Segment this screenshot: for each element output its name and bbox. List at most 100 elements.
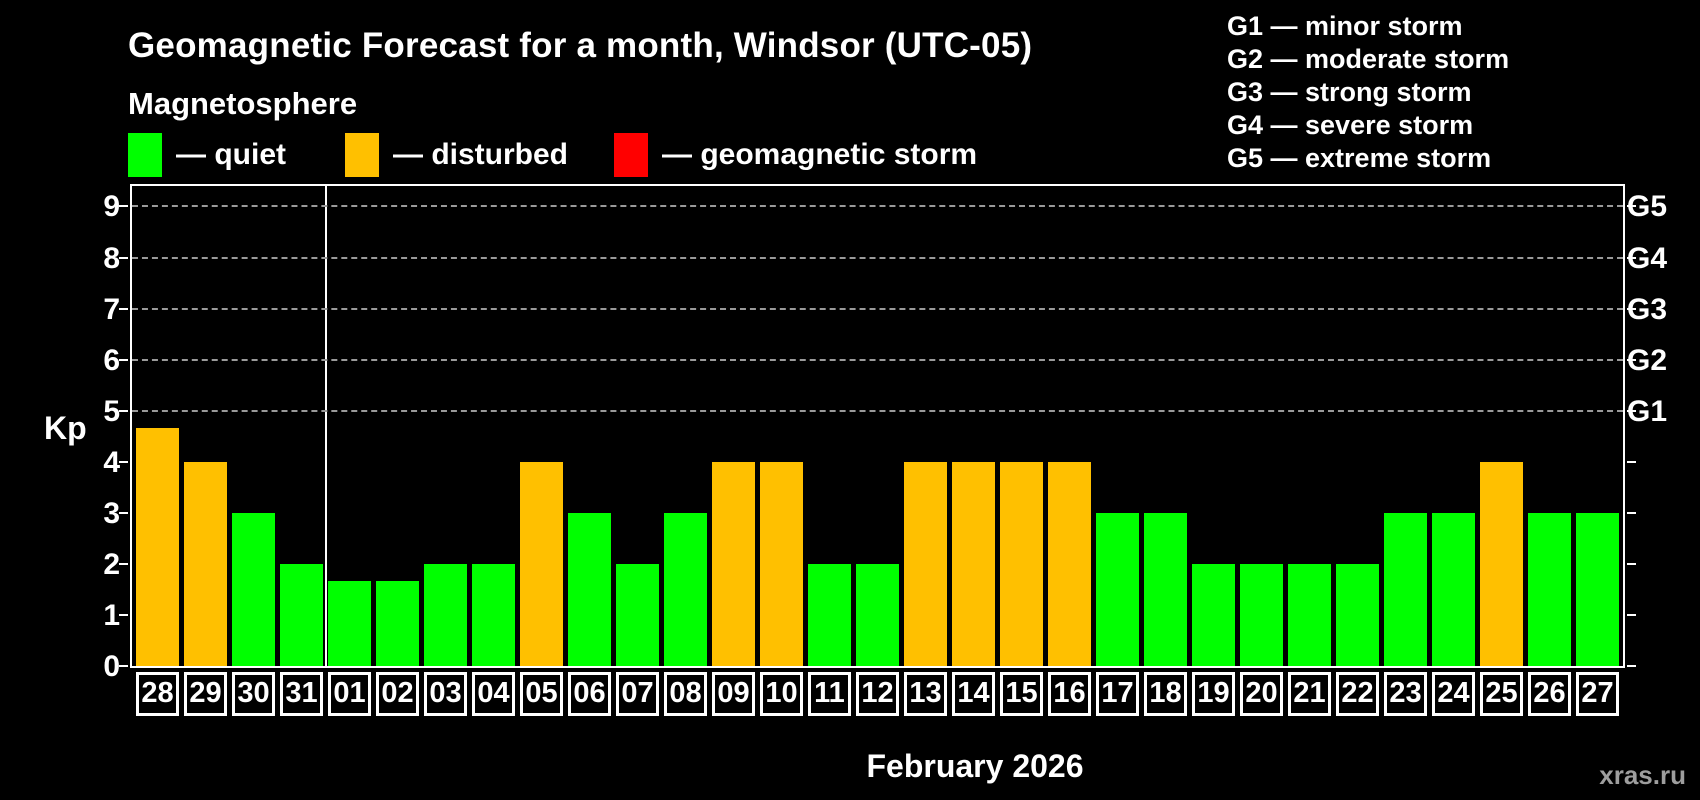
- y-axis-label-0: 0: [103, 650, 120, 683]
- right-axis-label-g5: G5: [1627, 190, 1668, 224]
- y-axis-label-8: 8: [103, 241, 120, 275]
- day-label-22: 22: [1336, 672, 1379, 716]
- day-label-26: 26: [1528, 672, 1571, 716]
- day-label-04: 04: [472, 672, 515, 716]
- left-tick-kp-2: [119, 562, 128, 565]
- left-tick-kp-6: [119, 358, 128, 361]
- plot-area: 0 1 2 3 4 5 6 7 8 9 G1 G2 G3 G4 G5: [103, 184, 1667, 683]
- bar-day-24: [1432, 512, 1475, 666]
- day-label-08: 08: [664, 672, 707, 716]
- gridline-kp-9: [132, 205, 1623, 208]
- g-scale-legend: G1 — minor storm G2 — moderate storm G3 …: [1227, 10, 1509, 175]
- right-tick-kp-4: [1627, 460, 1636, 463]
- bar-day-26: [1528, 512, 1571, 666]
- bar-day-12: [856, 563, 899, 666]
- day-label-13: 13: [904, 672, 947, 716]
- bar-day-22: [1336, 563, 1379, 666]
- gridline-kp-8: [132, 256, 1623, 259]
- y-axis-label-1: 1: [103, 598, 120, 632]
- right-tick-kp-9: [1627, 205, 1636, 208]
- day-label-06: 06: [568, 672, 611, 716]
- left-tick-kp-7: [119, 307, 128, 310]
- left-tick-kp-9: [119, 205, 128, 208]
- bar-day-30: [232, 512, 275, 666]
- right-tick-kp-3: [1627, 511, 1636, 514]
- disturbed-legend-label: — disturbed: [393, 138, 569, 171]
- day-label-14: 14: [952, 672, 995, 716]
- magnetosphere-label: Magnetosphere: [128, 86, 358, 121]
- bar-day-25: [1480, 461, 1523, 666]
- bar-day-10: [760, 461, 803, 666]
- y-axis-label-7: 7: [103, 292, 120, 326]
- watermark: xras.ru: [1599, 760, 1686, 790]
- day-label-21: 21: [1288, 672, 1331, 716]
- bar-day-01: [328, 580, 371, 666]
- left-tick-kp-4: [119, 460, 128, 463]
- right-tick-kp-6: [1627, 358, 1636, 361]
- bar-day-21: [1288, 563, 1331, 666]
- bar-day-09: [712, 461, 755, 666]
- bar-day-19: [1192, 563, 1235, 666]
- right-axis-label-g4: G4: [1627, 241, 1668, 275]
- left-tick-kp-1: [119, 613, 128, 616]
- bar-day-07: [616, 563, 659, 666]
- g3-legend-line: G3 — strong storm: [1227, 77, 1472, 107]
- day-label-07: 07: [616, 672, 659, 716]
- day-label-23: 23: [1384, 672, 1427, 716]
- day-label-03: 03: [424, 672, 467, 716]
- legend-item-storm: — geomagnetic storm: [614, 132, 977, 178]
- bar-day-23: [1384, 512, 1427, 666]
- day-label-25: 25: [1480, 672, 1523, 716]
- right-tick-kp-5: [1627, 409, 1636, 412]
- bar-day-15: [1000, 461, 1043, 666]
- gridline-kp-6: [132, 358, 1623, 361]
- y-axis-label-5: 5: [103, 394, 120, 428]
- g1-legend-line: G1 — minor storm: [1227, 11, 1463, 41]
- g5-legend-line: G5 — extreme storm: [1227, 143, 1492, 173]
- bar-day-20: [1240, 563, 1283, 666]
- x-axis-day-labels: 28 29 30 31 01 02 03 04 05 06 07 08 09 10 11 12 13 14 15 16…: [132, 672, 1623, 716]
- bar-day-03: [424, 563, 467, 666]
- y-axis-title: Kp: [44, 410, 87, 446]
- day-label-20: 20: [1240, 672, 1283, 716]
- bar-day-28: [136, 427, 179, 666]
- day-label-02: 02: [376, 672, 419, 716]
- bar-day-27: [1576, 512, 1619, 666]
- bar-day-11: [808, 563, 851, 666]
- g2-legend-line: G2 — moderate storm: [1227, 44, 1510, 74]
- right-tick-kp-7: [1627, 307, 1636, 310]
- right-tick-kp-8: [1627, 256, 1636, 259]
- left-tick-kp-5: [119, 409, 128, 412]
- bar-day-18: [1144, 512, 1187, 666]
- bar-day-02: [376, 580, 419, 666]
- day-label-29: 29: [184, 672, 227, 716]
- day-label-16: 16: [1048, 672, 1091, 716]
- bar-day-08: [664, 512, 707, 666]
- day-label-15: 15: [1000, 672, 1043, 716]
- day-label-19: 19: [1192, 672, 1235, 716]
- y-axis-label-3: 3: [103, 496, 120, 530]
- day-label-18: 18: [1144, 672, 1187, 716]
- bar-day-05: [520, 461, 563, 666]
- right-tick-kp-0: [1627, 665, 1636, 667]
- day-label-09: 09: [712, 672, 755, 716]
- right-tick-kp-2: [1627, 562, 1636, 565]
- day-label-11: 11: [808, 672, 851, 716]
- right-axis-label-g2: G2: [1627, 343, 1668, 377]
- g4-legend-line: G4 — severe storm: [1227, 110, 1474, 140]
- storm-legend-label: — geomagnetic storm: [662, 138, 978, 171]
- day-label-30: 30: [232, 672, 275, 716]
- bar-day-06: [568, 512, 611, 666]
- storm-color-swatch: [614, 133, 648, 177]
- quiet-legend-label: — quiet: [176, 138, 286, 171]
- day-label-31: 31: [280, 672, 323, 716]
- left-tick-kp-3: [119, 511, 128, 514]
- right-axis-label-g1: G1: [1627, 394, 1668, 428]
- x-axis-title: February 2026: [866, 748, 1084, 784]
- bar-day-16: [1048, 461, 1091, 666]
- day-label-01: 01: [328, 672, 371, 716]
- day-label-28: 28: [136, 672, 179, 716]
- bar-day-29: [184, 461, 227, 666]
- y-axis-label-4: 4: [103, 445, 120, 479]
